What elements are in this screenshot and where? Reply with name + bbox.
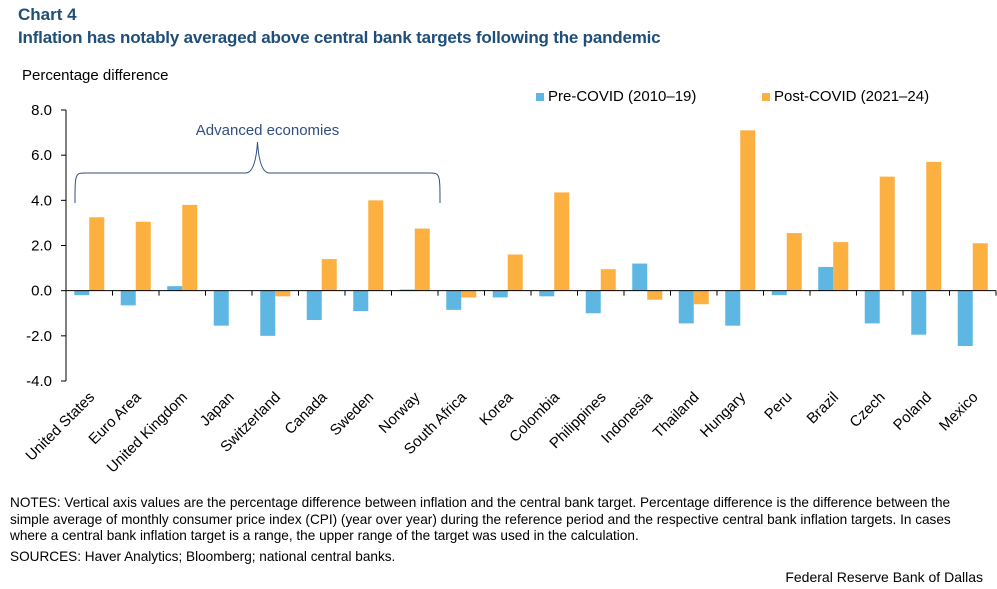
bar-post-covid — [926, 161, 942, 291]
x-tick-label: United Kingdom — [104, 389, 191, 476]
bar-post-covid — [275, 290, 291, 297]
legend-swatch-post-covid — [762, 92, 770, 101]
bar-pre-covid — [213, 290, 229, 326]
x-tick-label: Czech — [846, 389, 888, 431]
y-tick-label: 2.0 — [31, 238, 52, 255]
bar-pre-covid — [725, 290, 741, 326]
chart-sources: SOURCES: Haver Analytics; Bloomberg; nat… — [10, 549, 396, 564]
chart-number: Chart 4 — [18, 5, 77, 24]
bar-post-covid — [554, 192, 570, 291]
bar-post-covid — [600, 269, 616, 291]
bar-post-covid — [647, 290, 663, 300]
bar-pre-covid — [818, 266, 834, 291]
y-tick-label: 6.0 — [31, 147, 52, 164]
legend-item-post-covid: Post-COVID (2021–24) — [762, 88, 929, 105]
x-tick-label: Peru — [761, 389, 795, 423]
x-tick-label: Canada — [281, 388, 331, 438]
chart-title: Inflation has notably averaged above cen… — [18, 28, 661, 47]
x-tick-label: United States — [22, 389, 98, 465]
y-tick-label: -4.0 — [26, 373, 52, 390]
y-tick-label: 4.0 — [31, 192, 52, 209]
bar-pre-covid — [585, 290, 601, 314]
bar-pre-covid — [678, 290, 694, 324]
bar-pre-covid — [353, 290, 369, 311]
legend-label-post-covid: Post-COVID (2021–24) — [774, 88, 930, 105]
bar-pre-covid — [864, 290, 880, 324]
x-tick-label: Poland — [890, 389, 935, 434]
legend-label-pre-covid: Pre-COVID (2010–19) — [548, 88, 697, 105]
bar-pre-covid — [957, 290, 973, 346]
bar-post-covid — [693, 290, 709, 305]
x-tick-label: Brazil — [804, 389, 843, 428]
bar-post-covid — [368, 200, 384, 291]
bar-pre-covid — [260, 290, 276, 336]
annotation-label: Advanced economies — [196, 122, 339, 139]
y-axis-label: Percentage difference — [22, 67, 169, 84]
y-tick-label: 0.0 — [31, 283, 52, 300]
bar-post-covid — [786, 233, 802, 291]
bar-post-covid — [879, 176, 895, 291]
bar-pre-covid — [492, 290, 508, 298]
x-tick-label: Hungary — [697, 388, 749, 440]
bar-post-covid — [89, 217, 105, 291]
bar-post-covid — [972, 243, 988, 291]
legend-item-pre-covid: Pre-COVID (2010–19) — [536, 88, 696, 105]
bar-pre-covid — [539, 290, 555, 297]
bar-pre-covid — [911, 290, 927, 335]
legend-swatch-pre-covid — [536, 92, 544, 101]
bar-pre-covid — [306, 290, 322, 321]
bar-post-covid — [182, 204, 198, 291]
y-tick-label: -2.0 — [26, 328, 52, 345]
chart-notes: NOTES: Vertical axis values are the perc… — [10, 495, 951, 543]
x-tick-label: Korea — [476, 388, 517, 429]
bar-post-covid — [135, 221, 151, 291]
x-tick-label: Thailand — [650, 389, 703, 442]
bar-pre-covid — [446, 290, 462, 310]
bar-pre-covid — [120, 290, 136, 306]
bar-post-covid — [414, 228, 430, 291]
bar-pre-covid — [74, 290, 90, 296]
chart-credit: Federal Reserve Bank of Dallas — [785, 569, 983, 585]
bar-pre-covid — [167, 286, 183, 291]
x-tick-label: Indonesia — [598, 388, 656, 446]
bar-post-covid — [507, 254, 523, 291]
bar-pre-covid — [771, 290, 787, 296]
bar-pre-covid — [399, 289, 415, 291]
x-tick-label: Japan — [197, 389, 238, 430]
bar-post-covid — [833, 242, 849, 291]
annotation-brace — [74, 141, 441, 204]
y-tick-label: 8.0 — [31, 102, 52, 119]
x-tick-label: Mexico — [936, 389, 982, 435]
bar-post-covid — [461, 290, 477, 298]
bar-post-covid — [740, 130, 756, 291]
x-tick-label: Sweden — [327, 389, 377, 439]
bar-pre-covid — [632, 263, 648, 291]
bar-post-covid — [321, 259, 337, 291]
